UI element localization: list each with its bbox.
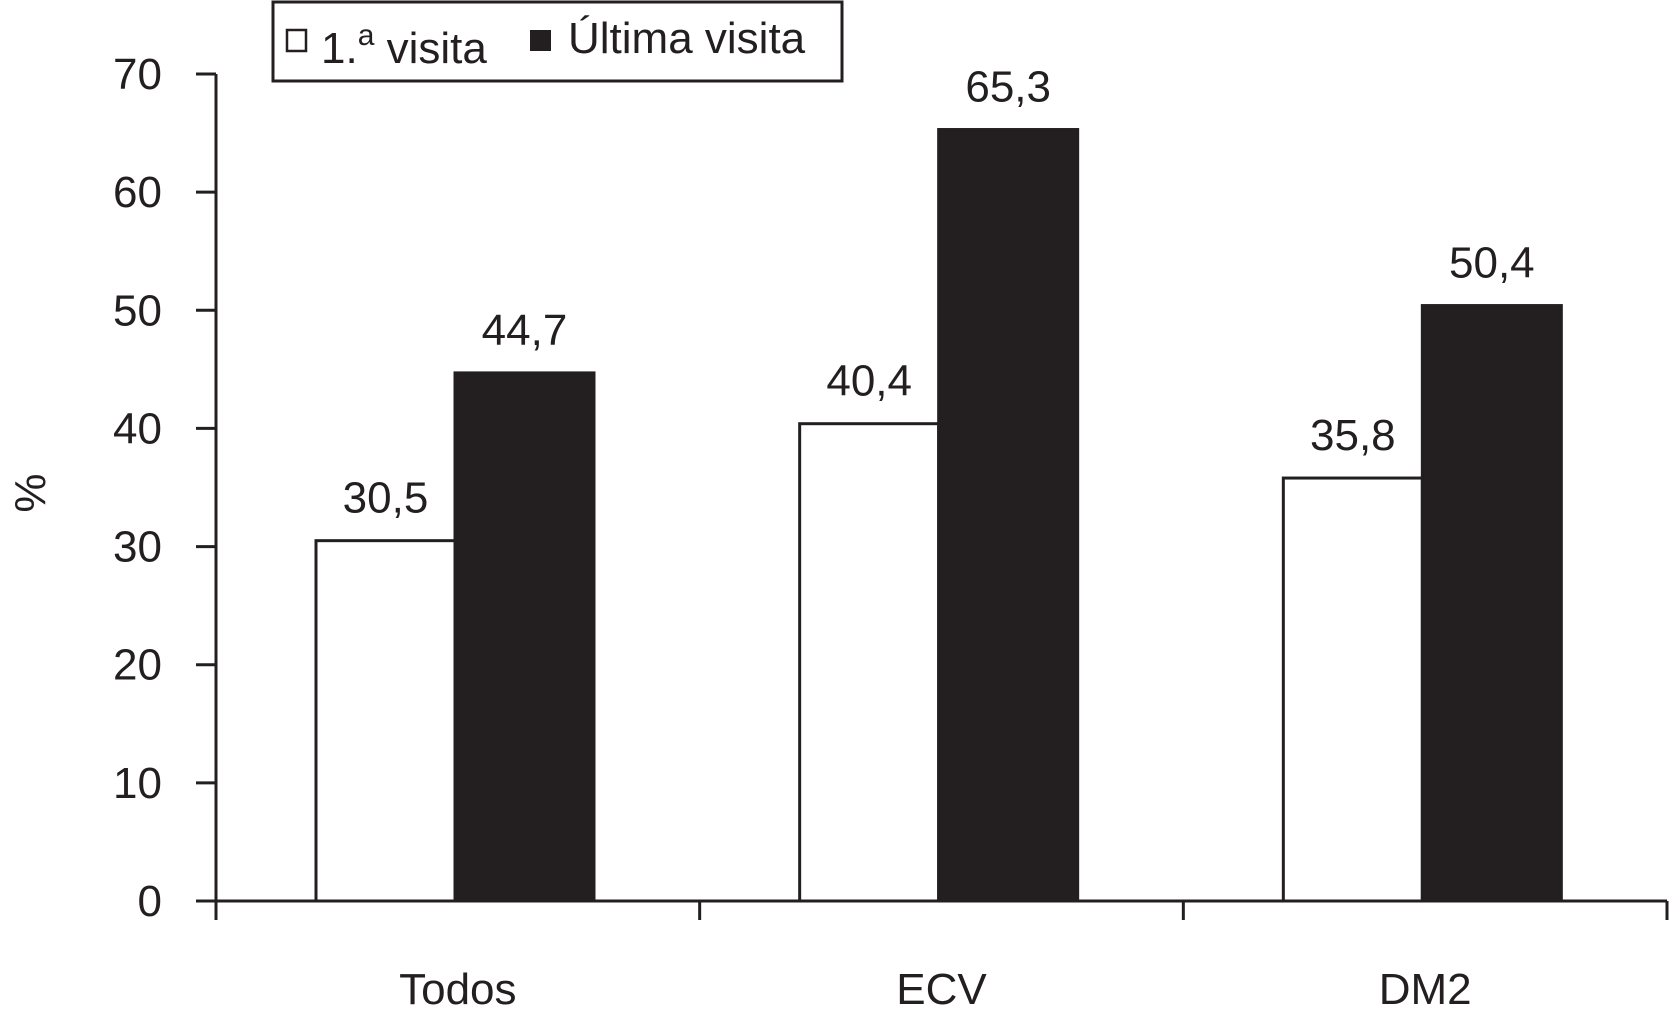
y-tick-label: 30 — [113, 523, 162, 572]
y-tick-label: 50 — [113, 286, 162, 335]
category-label: DM2 — [1379, 965, 1472, 1014]
y-tick-label: 40 — [113, 404, 162, 453]
legend-box — [271, 0, 844, 83]
value-label-last-visit: 44,7 — [482, 306, 568, 355]
value-label-last-visit: 65,3 — [965, 63, 1051, 112]
legend-label-first-sup: a — [358, 19, 375, 52]
bar-last-visit — [1420, 304, 1563, 903]
legend-label-last-visit: Última visita — [568, 14, 806, 63]
y-tick-label: 60 — [113, 168, 162, 217]
bar-last-visit — [937, 128, 1080, 903]
value-label-first-visit: 40,4 — [826, 357, 912, 406]
y-tick-label: 70 — [113, 50, 162, 99]
y-tick-label: 20 — [113, 641, 162, 690]
legend-label-first-main: 1. — [321, 24, 358, 73]
y-tick-label: 0 — [138, 877, 162, 926]
legend-label-first-visit: 1.a visita — [321, 19, 487, 73]
legend-label-first-rest: visita — [374, 24, 487, 73]
category-label: ECV — [896, 965, 987, 1014]
axes-group — [214, 74, 1667, 903]
legend: 1.a visita Última visita — [271, 0, 844, 83]
y-tick-label: 10 — [113, 759, 162, 808]
value-label-last-visit: 50,4 — [1449, 239, 1535, 288]
bar-first-visit — [798, 422, 941, 903]
y-axis-label: % — [6, 473, 55, 512]
bar-first-visit — [1281, 476, 1424, 903]
value-label-first-visit: 35,8 — [1310, 411, 1396, 460]
category-labels-group: Todos ECV DM2 — [399, 965, 1471, 1014]
legend-swatch-last-visit — [530, 30, 551, 51]
bar-last-visit — [453, 371, 596, 903]
value-labels-group: 30,5 44,7 40,4 65,3 35,8 50,4 — [343, 63, 1535, 523]
value-label-first-visit: 30,5 — [343, 474, 429, 523]
bars-group — [314, 128, 1563, 903]
y-ticks-group: 0 10 20 30 40 50 60 70 — [113, 50, 216, 926]
bar-first-visit — [314, 539, 457, 903]
legend-swatch-first-visit — [285, 28, 308, 53]
category-label: Todos — [399, 965, 516, 1014]
x-ticks-group — [214, 901, 1669, 920]
